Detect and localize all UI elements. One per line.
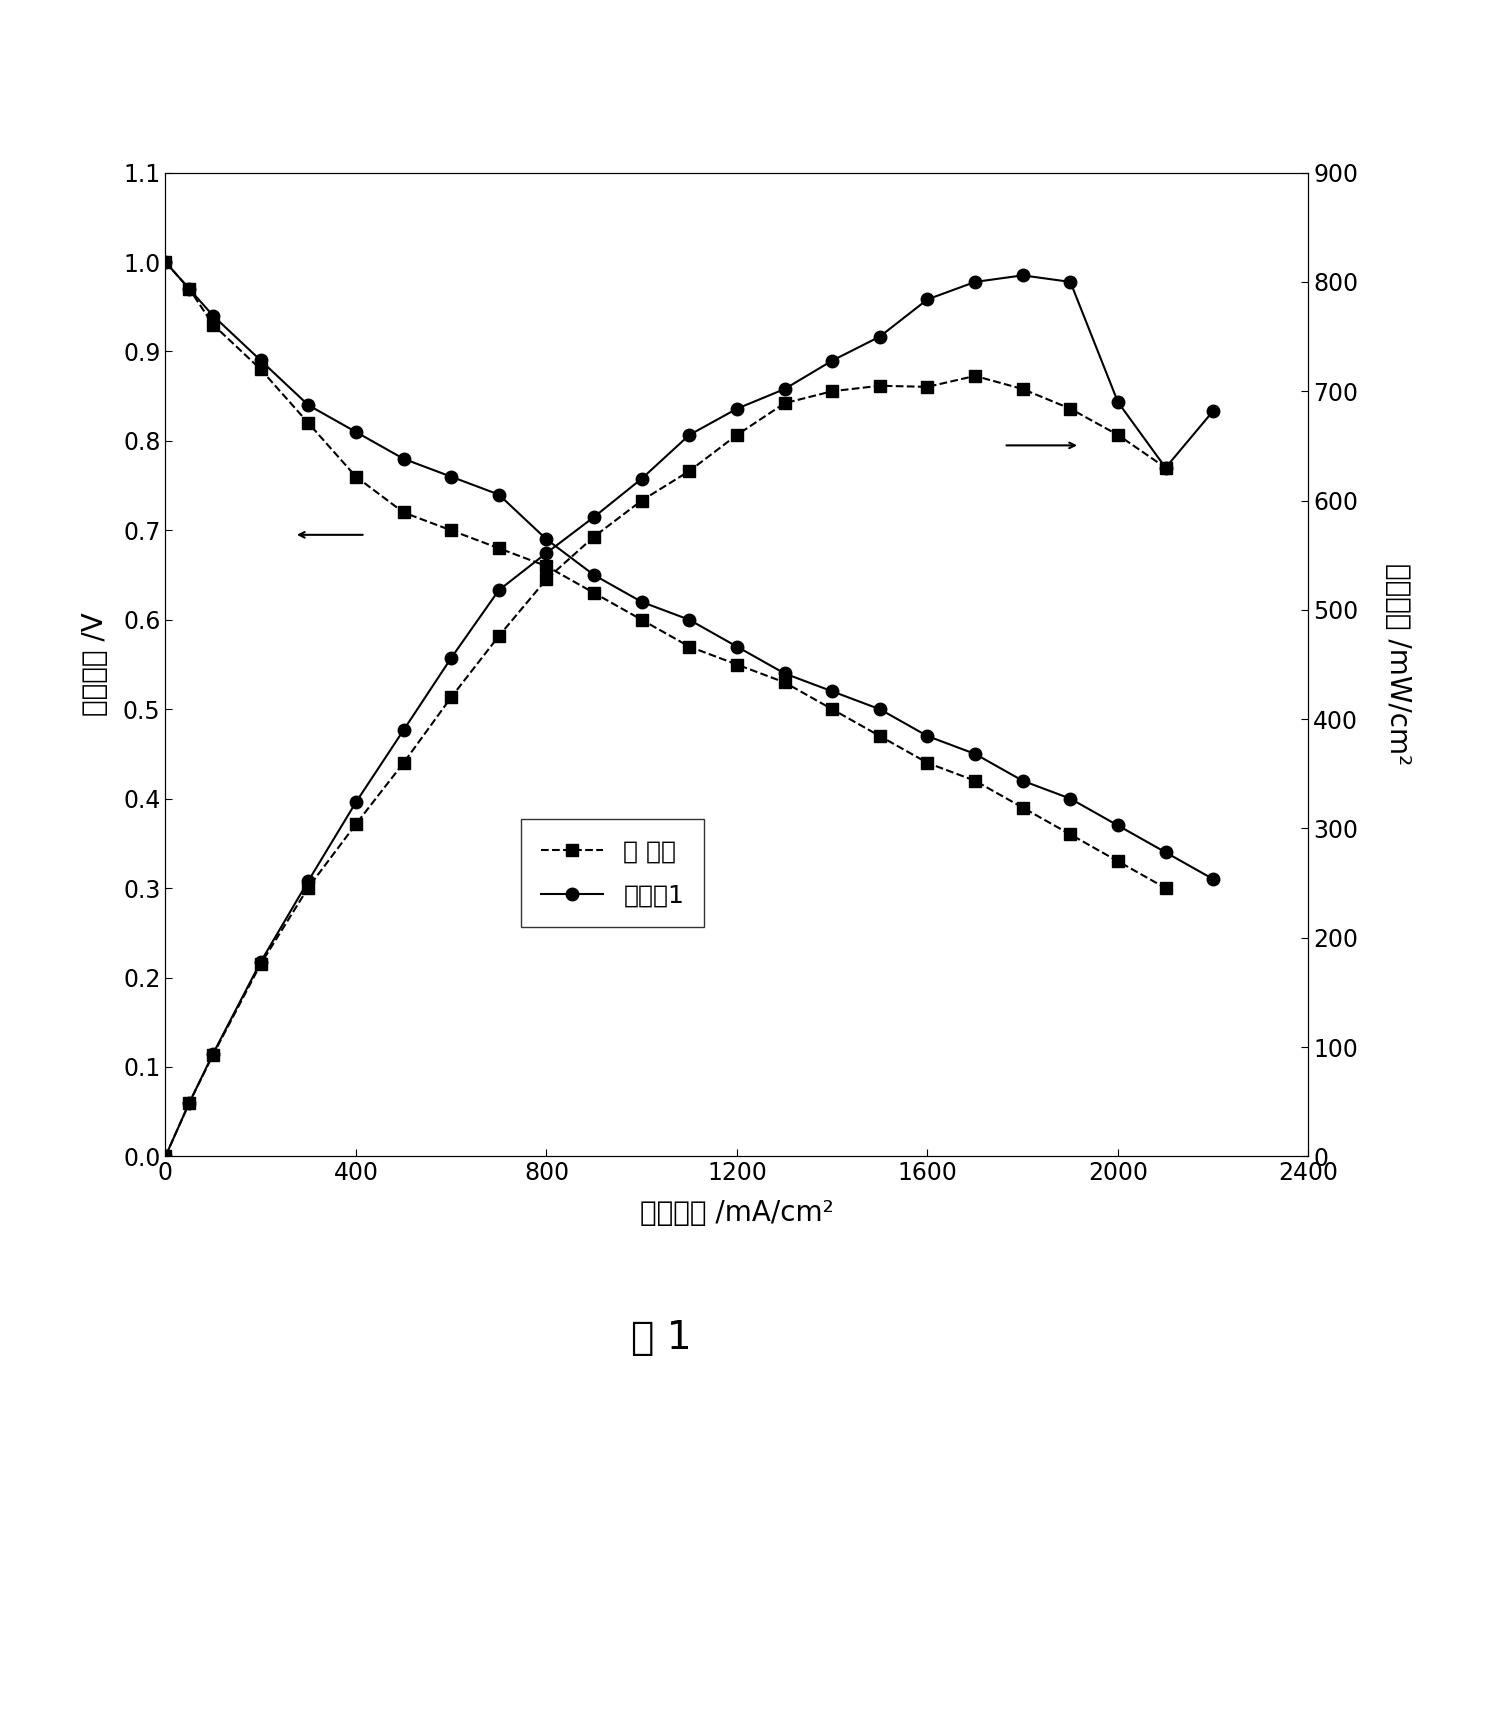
实施例1: [394, 449, 412, 469]
实施例1: [1205, 868, 1223, 889]
实施例1: [490, 485, 508, 506]
实施例1: [180, 278, 199, 299]
实施例1: [1062, 789, 1080, 809]
实施例1: [347, 421, 365, 442]
实施例1: [871, 699, 889, 720]
Y-axis label: 电池电压 /V: 电池电压 /V: [81, 613, 110, 716]
比 较例: [442, 520, 460, 540]
Line: 比 较例: 比 较例: [159, 255, 1172, 894]
比 较例: [919, 753, 937, 773]
比 较例: [728, 654, 746, 675]
比 较例: [1157, 879, 1175, 899]
实施例1: [776, 663, 794, 683]
比 较例: [1108, 851, 1126, 872]
实施例1: [251, 350, 269, 371]
X-axis label: 电流密度 /mA/cm²: 电流密度 /mA/cm²: [641, 1200, 833, 1227]
实施例1: [585, 564, 603, 585]
实施例1: [1157, 842, 1175, 863]
实施例1: [823, 682, 841, 702]
比 较例: [1014, 797, 1032, 818]
比 较例: [776, 671, 794, 692]
比 较例: [251, 359, 269, 380]
比 较例: [823, 699, 841, 720]
实施例1: [156, 252, 174, 273]
Y-axis label: 功率密度 /mW/cm²: 功率密度 /mW/cm²: [1384, 563, 1412, 766]
实施例1: [633, 592, 651, 613]
比 较例: [585, 583, 603, 604]
比 较例: [871, 725, 889, 746]
实施例1: [205, 306, 223, 326]
比 较例: [490, 539, 508, 559]
Text: 图 1: 图 1: [632, 1319, 692, 1357]
比 较例: [394, 502, 412, 523]
实施例1: [919, 725, 937, 746]
比 较例: [156, 252, 174, 273]
Legend: 比 较例, 实施例1: 比 较例, 实施例1: [520, 820, 704, 927]
比 较例: [180, 278, 199, 299]
实施例1: [442, 466, 460, 487]
比 较例: [205, 314, 223, 335]
比 较例: [633, 609, 651, 630]
比 较例: [680, 637, 698, 658]
实施例1: [1108, 815, 1126, 835]
实施例1: [299, 395, 317, 416]
Line: 实施例1: 实施例1: [159, 255, 1220, 885]
实施例1: [680, 609, 698, 630]
实施例1: [966, 744, 984, 765]
实施例1: [537, 528, 555, 549]
比 较例: [299, 413, 317, 433]
实施例1: [728, 637, 746, 658]
比 较例: [966, 770, 984, 791]
比 较例: [537, 556, 555, 576]
实施例1: [1014, 770, 1032, 791]
比 较例: [347, 466, 365, 487]
比 较例: [1062, 823, 1080, 844]
